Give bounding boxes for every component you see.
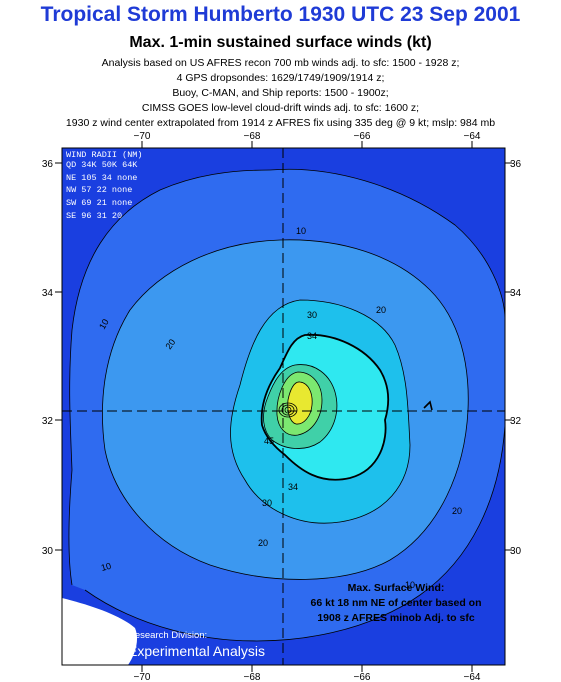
contour-label: 34	[307, 331, 317, 341]
contour-label: 10	[97, 317, 111, 331]
experimental-analysis-label: Experimental Analysis	[128, 643, 265, 659]
max-wind-line: 66 kt 18 nm NE of center based on	[311, 597, 482, 609]
lon-tick-label: −70	[134, 131, 151, 142]
lat-tick-label: 30	[510, 546, 522, 557]
info-line-cimss: CIMSS GOES low-level cloud-drift winds a…	[141, 102, 420, 114]
wind-radii-header: QD 34K 50K 64K	[66, 160, 138, 170]
lon-tick-label: −66	[354, 672, 371, 682]
wind-radii-table: WIND RADII (NM) QD 34K 50K 64K NE 105 34…	[66, 150, 143, 221]
map-subtitle: Max. 1-min sustained surface winds (kt)	[129, 34, 432, 51]
contour-label: 30	[307, 310, 317, 320]
wind-radii-row: SE 96 31 20	[66, 211, 122, 221]
lon-tick-label: −66	[354, 131, 371, 142]
axis-ticks	[55, 141, 512, 672]
lon-tick-label: −64	[464, 131, 481, 142]
contour-label: 20	[258, 538, 268, 548]
wind-band-60kt	[287, 381, 313, 425]
lat-tick-label: 36	[510, 159, 522, 170]
plot-frame	[61, 147, 506, 666]
lon-tick-label: −64	[464, 672, 481, 682]
longitude-labels-top: −70 −68 −66 −64	[134, 131, 481, 142]
contour-label: 34	[288, 482, 298, 492]
info-line-analysis: Analysis based on US AFRES recon 700 mb …	[101, 57, 460, 69]
wind-radii-row: SW 69 21 none	[66, 198, 132, 208]
lat-tick-label: 34	[510, 288, 522, 299]
contour-label: 10	[296, 226, 306, 236]
wind-radii-title: WIND RADII (NM)	[66, 150, 143, 160]
map-title: Tropical Storm Humberto 1930 UTC 23 Sep …	[40, 3, 521, 26]
contour-label: 10	[100, 561, 112, 573]
contour-label: 20	[452, 506, 462, 516]
latitude-labels-left: 36 34 32 30	[42, 159, 54, 557]
contour-label: 45	[264, 436, 274, 446]
research-division-label: Research Division:	[128, 630, 207, 641]
lon-tick-label: −68	[244, 131, 261, 142]
contour-label-group: 10 20 30 34 10 20 30 34 45 30 20 10 10 2…	[97, 140, 462, 590]
max-wind-line: 1908 z AFRES minob Adj. to sfc	[317, 612, 474, 624]
lon-tick-label: −68	[244, 672, 261, 682]
lat-tick-label: 32	[42, 416, 54, 427]
max-wind-line: Max. Surface Wind:	[348, 582, 445, 594]
longitude-labels-bottom: −70 −68 −66 −64	[134, 672, 481, 682]
wind-radii-row: NE 105 34 none	[66, 173, 137, 183]
info-line-center: 1930 z wind center extrapolated from 191…	[65, 117, 496, 129]
info-line-dropsondes: 4 GPS dropsondes: 1629/1749/1909/1914 z;	[176, 72, 385, 84]
contour-label: 30	[262, 498, 272, 508]
contour-label: 30	[282, 140, 292, 150]
lat-tick-label: 36	[42, 159, 54, 170]
lat-tick-label: 34	[42, 288, 54, 299]
latitude-labels-right: 36 34 32 30	[510, 159, 522, 557]
wind-field: 10 20 30 34 10 20 30 34 45 30 20 10 10 2…	[62, 140, 505, 665]
lat-tick-label: 30	[42, 546, 54, 557]
lon-tick-label: −70	[134, 672, 151, 682]
max-wind-note: Max. Surface Wind: 66 kt 18 nm NE of cen…	[311, 582, 482, 624]
info-line-buoy: Buoy, C-MAN, and Ship reports: 1500 - 19…	[172, 87, 389, 99]
contour-label: 20	[376, 305, 386, 315]
contour-lines	[68, 168, 505, 642]
lat-tick-label: 32	[510, 416, 522, 427]
wind-radii-row: NW 57 22 none	[66, 185, 132, 195]
contour-label: 20	[163, 337, 177, 351]
landmass	[62, 598, 138, 665]
contour-label: 10	[405, 580, 415, 590]
